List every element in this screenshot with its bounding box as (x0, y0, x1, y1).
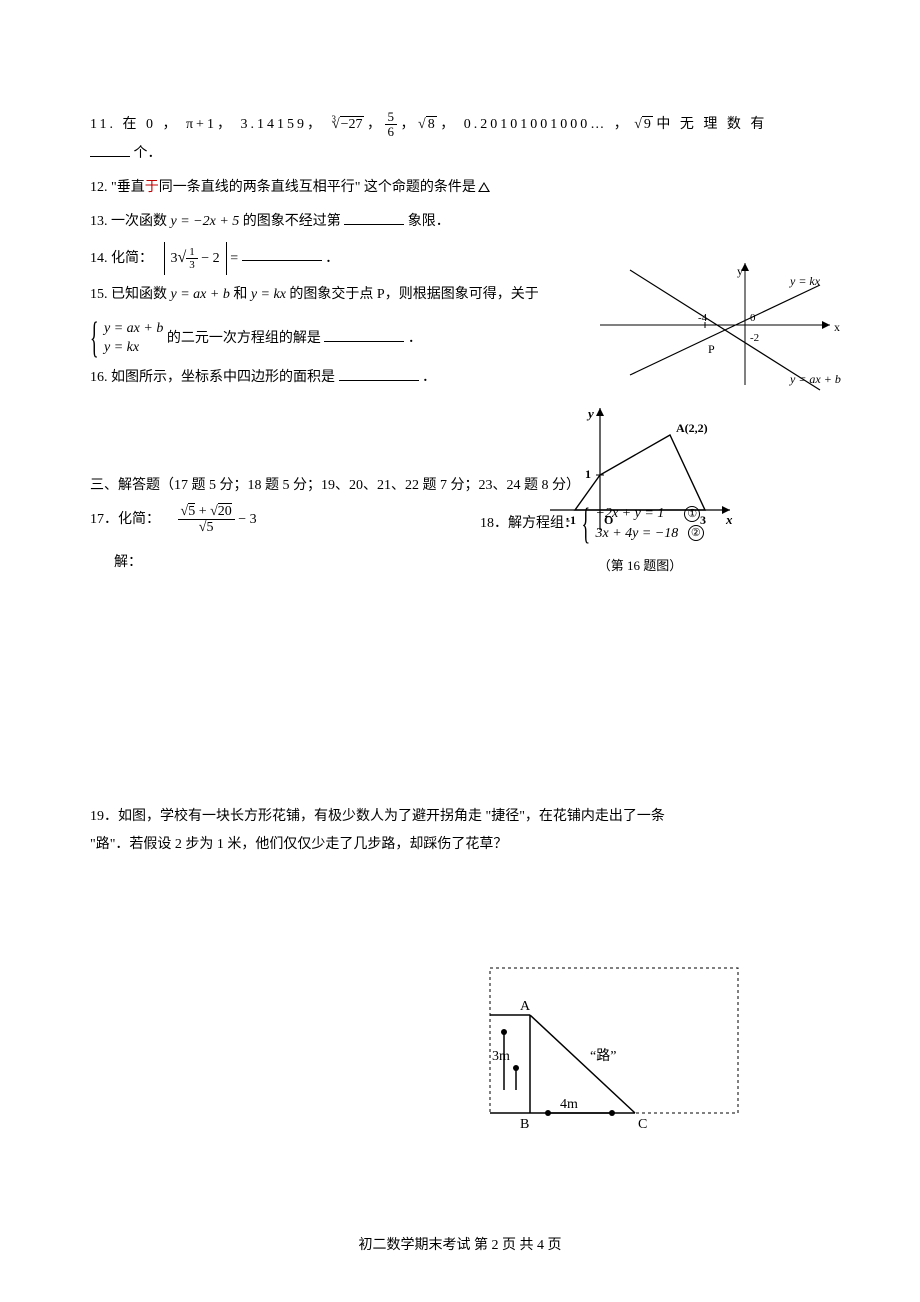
q13-blank[interactable] (344, 211, 404, 225)
svg-text:B: B (520, 1117, 529, 1130)
q14-abs: 3√13 − 2 (164, 242, 227, 275)
q15-blank[interactable] (324, 328, 404, 342)
svg-text:y: y (737, 264, 743, 278)
q11-frac-5-6: 5 6 (385, 110, 398, 140)
svg-text:“路”: “路” (590, 1048, 616, 1064)
section-3-title: 三、解答题（17 题 5 分；18 题 5 分；19、20、21、22 题 7 … (90, 472, 830, 500)
question-15: 15. 已知函数 y = ax + b 和 y = kx 的图象交于点 P，则根… (90, 281, 830, 358)
triangle-icon (478, 182, 490, 192)
question-13: 13. 一次函数 y = −2x + 5 的图象不经过第 象限． (90, 208, 830, 236)
svg-text:A(2,2): A(2,2) (676, 421, 708, 435)
q11-cbrt: 3√−27 (327, 117, 367, 132)
question-11: 11. 在 0 ， π+1， 3.14159， 3√−27 ， 5 6 ， √8… (90, 110, 830, 168)
figure-19: A B C “路” 3m 4m (460, 960, 750, 1130)
svg-text:A: A (520, 999, 531, 1014)
q15-system: y = ax + b y = kx (90, 319, 163, 358)
question-18: 18．解方程组： −2x + y = 1 ① 3x + 4y = −18 ② (480, 504, 830, 543)
svg-text:4m: 4m (560, 1097, 578, 1112)
svg-text:x: x (834, 320, 840, 334)
q11-sqrt9: √9 (634, 116, 653, 132)
question-12: 12. "垂直于同一条直线的两条直线互相平行" 这个命题的条件是 (90, 174, 830, 202)
solution-label: 解： (90, 549, 830, 577)
question-19: 19．如图，学校有一块长方形花铺，有极少数人为了避开拐角走 "捷径"，在花铺内走… (90, 803, 830, 859)
q18-system: −2x + y = 1 ① 3x + 4y = −18 ② (582, 504, 704, 543)
question-17: 17．化简： √5 + √20 √5 − 3 (90, 504, 440, 543)
q11-prefix: 11. 在 0 ， π+1， 3.14159， (90, 117, 324, 132)
q14-blank[interactable] (242, 247, 322, 261)
svg-text:y: y (586, 406, 594, 421)
q17-frac: √5 + √20 √5 (178, 504, 235, 536)
q11-blank[interactable] (90, 143, 130, 157)
q11-sqrt8: √8 (418, 116, 437, 132)
svg-text:C: C (638, 1117, 647, 1130)
q16-blank[interactable] (339, 367, 419, 381)
page-footer: 初二数学期末考试 第 2 页 共 4 页 (0, 1234, 920, 1254)
question-16: 16. 如图所示，坐标系中四边形的面积是 ． (90, 364, 830, 392)
svg-text:3m: 3m (492, 1049, 510, 1064)
